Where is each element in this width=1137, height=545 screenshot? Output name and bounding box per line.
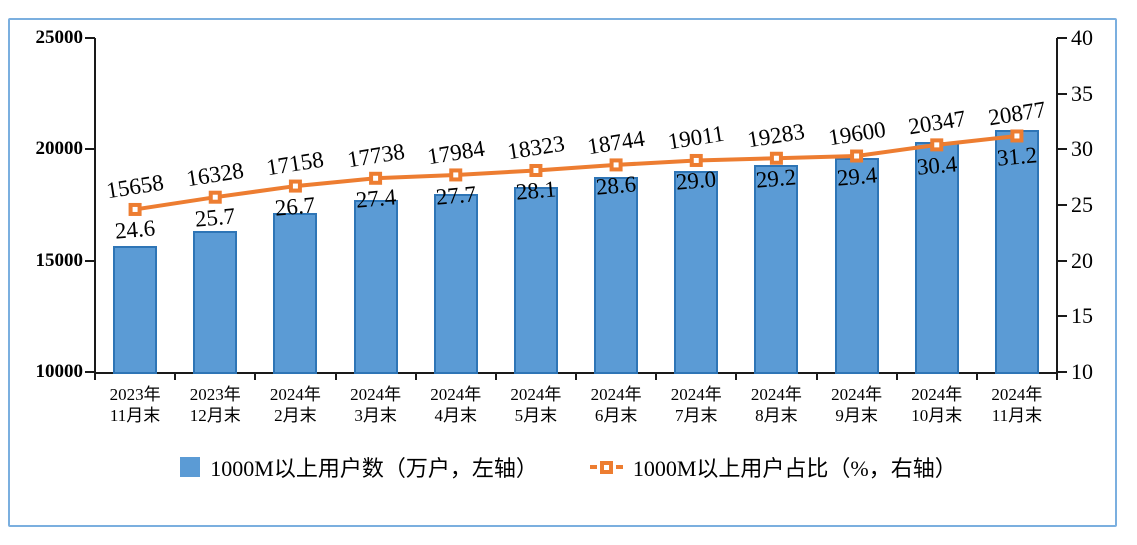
left-axis-tick <box>85 371 95 373</box>
x-axis-tick <box>1056 372 1058 380</box>
legend-item-line-series: 1000M以上用户占比（%，右轴） <box>589 451 957 483</box>
x-axis-category-label: 2024年 5月末 <box>510 385 562 425</box>
bar <box>353 199 398 374</box>
bar <box>273 212 318 374</box>
x-axis-tick <box>975 372 978 380</box>
x-axis-category-label: 2024年 11月末 <box>991 385 1043 425</box>
x-axis-tick <box>815 372 818 380</box>
right-axis-tick <box>1057 204 1067 206</box>
x-axis-category-label: 2024年 6月末 <box>590 385 642 425</box>
left-axis-tick-label: 10000 <box>35 361 84 382</box>
x-axis-tick <box>494 372 497 380</box>
x-axis-tick <box>895 372 898 380</box>
right-axis-line <box>1056 38 1058 374</box>
bar-series-swatch-icon <box>180 457 201 477</box>
right-axis-tick-label: 35 <box>1071 80 1093 106</box>
x-axis-tick <box>174 372 177 380</box>
x-axis-tick <box>414 372 417 380</box>
x-axis-tick <box>735 372 738 380</box>
bar <box>594 177 639 374</box>
left-axis-tick-label: 25000 <box>35 27 84 48</box>
bar <box>834 158 879 374</box>
x-axis-tick <box>94 372 96 380</box>
bar <box>113 246 158 374</box>
right-axis-tick <box>1057 371 1067 373</box>
left-axis-tick <box>85 37 95 39</box>
right-axis-tick-label: 10 <box>1071 359 1093 384</box>
line-series-marker-icon <box>589 460 623 474</box>
right-axis-tick <box>1057 148 1067 151</box>
right-axis-tick <box>1057 37 1067 39</box>
bar <box>674 171 719 374</box>
right-axis-tick <box>1057 259 1067 262</box>
x-axis-category-label: 2024年 8月末 <box>750 385 802 425</box>
x-axis-tick <box>334 372 337 380</box>
x-axis-tick <box>254 372 257 380</box>
x-axis-category-label: 2024年 3月末 <box>350 385 402 425</box>
x-axis-category-label: 2024年 10月末 <box>911 385 963 425</box>
bar <box>754 165 799 374</box>
x-axis-category-label: 2023年 12月末 <box>189 385 241 425</box>
left-axis-tick <box>85 259 95 262</box>
right-axis-tick-label: 30 <box>1071 136 1093 162</box>
legend-label-line-series: 1000M以上用户占比（%，右轴） <box>632 456 957 481</box>
bar <box>193 231 238 374</box>
bar <box>513 186 558 374</box>
right-axis-tick-label: 40 <box>1071 25 1093 50</box>
left-axis-tick <box>85 148 95 151</box>
legend: 1000M以上用户数（万户，左轴） 1000M以上用户占比（%，右轴） <box>0 451 1137 483</box>
x-axis-category-label: 2024年 4月末 <box>430 385 482 425</box>
left-axis-tick-label: 15000 <box>35 249 84 271</box>
legend-label-bar-series: 1000M以上用户数（万户，左轴） <box>210 456 538 481</box>
left-axis-line <box>94 38 96 374</box>
x-axis-tick <box>655 372 658 380</box>
legend-item-bar-series: 1000M以上用户数（万户，左轴） <box>180 451 538 483</box>
x-axis-category-label: 2024年 7月末 <box>670 385 722 425</box>
bar <box>433 194 478 374</box>
x-axis-category-label: 2023年 11月末 <box>109 385 161 425</box>
right-axis-tick-label: 25 <box>1071 192 1093 217</box>
x-axis-category-label: 2024年 2月末 <box>269 385 321 425</box>
right-axis-tick <box>1057 315 1067 318</box>
left-axis-tick-label: 20000 <box>35 138 84 160</box>
right-axis-tick-label: 20 <box>1071 247 1093 273</box>
right-axis-tick <box>1057 92 1067 95</box>
x-axis-tick <box>575 372 577 380</box>
x-axis-category-label: 2024年 9月末 <box>831 385 883 425</box>
right-axis-tick-label: 15 <box>1071 303 1093 329</box>
